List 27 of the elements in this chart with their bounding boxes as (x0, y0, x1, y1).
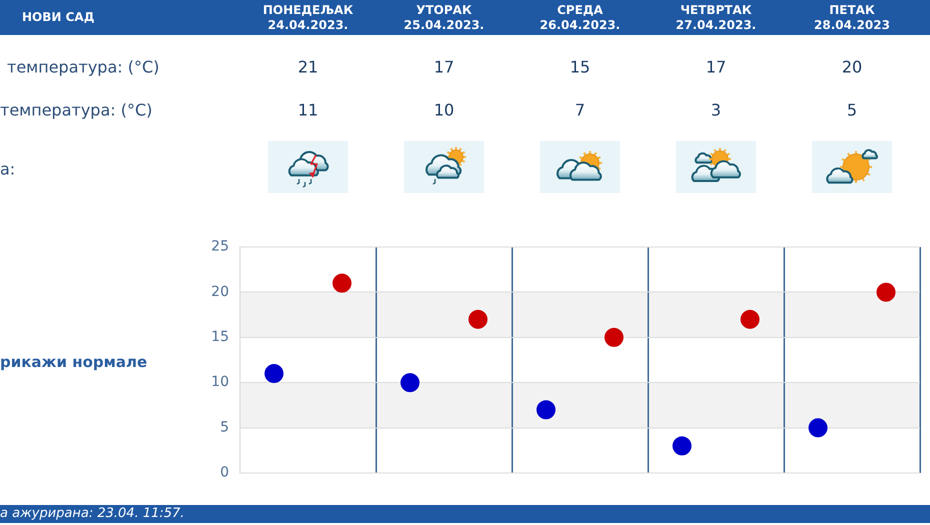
text: НОВИ САД (22, 10, 94, 24)
data-label: 10 (434, 100, 454, 120)
y-tick-label: 15 (211, 329, 229, 346)
text: температура: (°C) (0, 100, 152, 120)
text: СРЕДА 26.04.2023. (540, 3, 620, 33)
text: УТОРАК 25.04.2023. (404, 3, 484, 33)
data-label: 20 (842, 58, 862, 76)
data-label: 3 (710, 100, 722, 120)
text: а: (0, 160, 16, 178)
text: а ажурирана: 23.04. 11:57. (0, 506, 184, 521)
y-tick-label: 20 (211, 284, 229, 300)
text: рикажи нормале (0, 353, 148, 371)
data-label: 17 (434, 58, 454, 76)
y-tick-label: 0 (220, 464, 229, 481)
data-label: 21 (298, 58, 318, 76)
data-label: 11 (298, 100, 318, 120)
data-label: 15 (570, 58, 590, 76)
y-tick-label: 25 (211, 238, 229, 255)
text: ПОНЕДЕЉАК 24.04.2023. (262, 3, 354, 33)
y-tick-label: 10 (211, 374, 229, 390)
text: ЧЕТВРТАК 27.04.2023. (676, 3, 756, 33)
y-tick-label: 5 (220, 419, 229, 436)
text: ПЕТАК 28.04.2023 (814, 3, 890, 33)
data-label: 17 (706, 58, 726, 76)
text: температура: (°C) (7, 58, 160, 76)
data-label: 7 (574, 100, 586, 120)
data-label: 5 (846, 100, 858, 120)
